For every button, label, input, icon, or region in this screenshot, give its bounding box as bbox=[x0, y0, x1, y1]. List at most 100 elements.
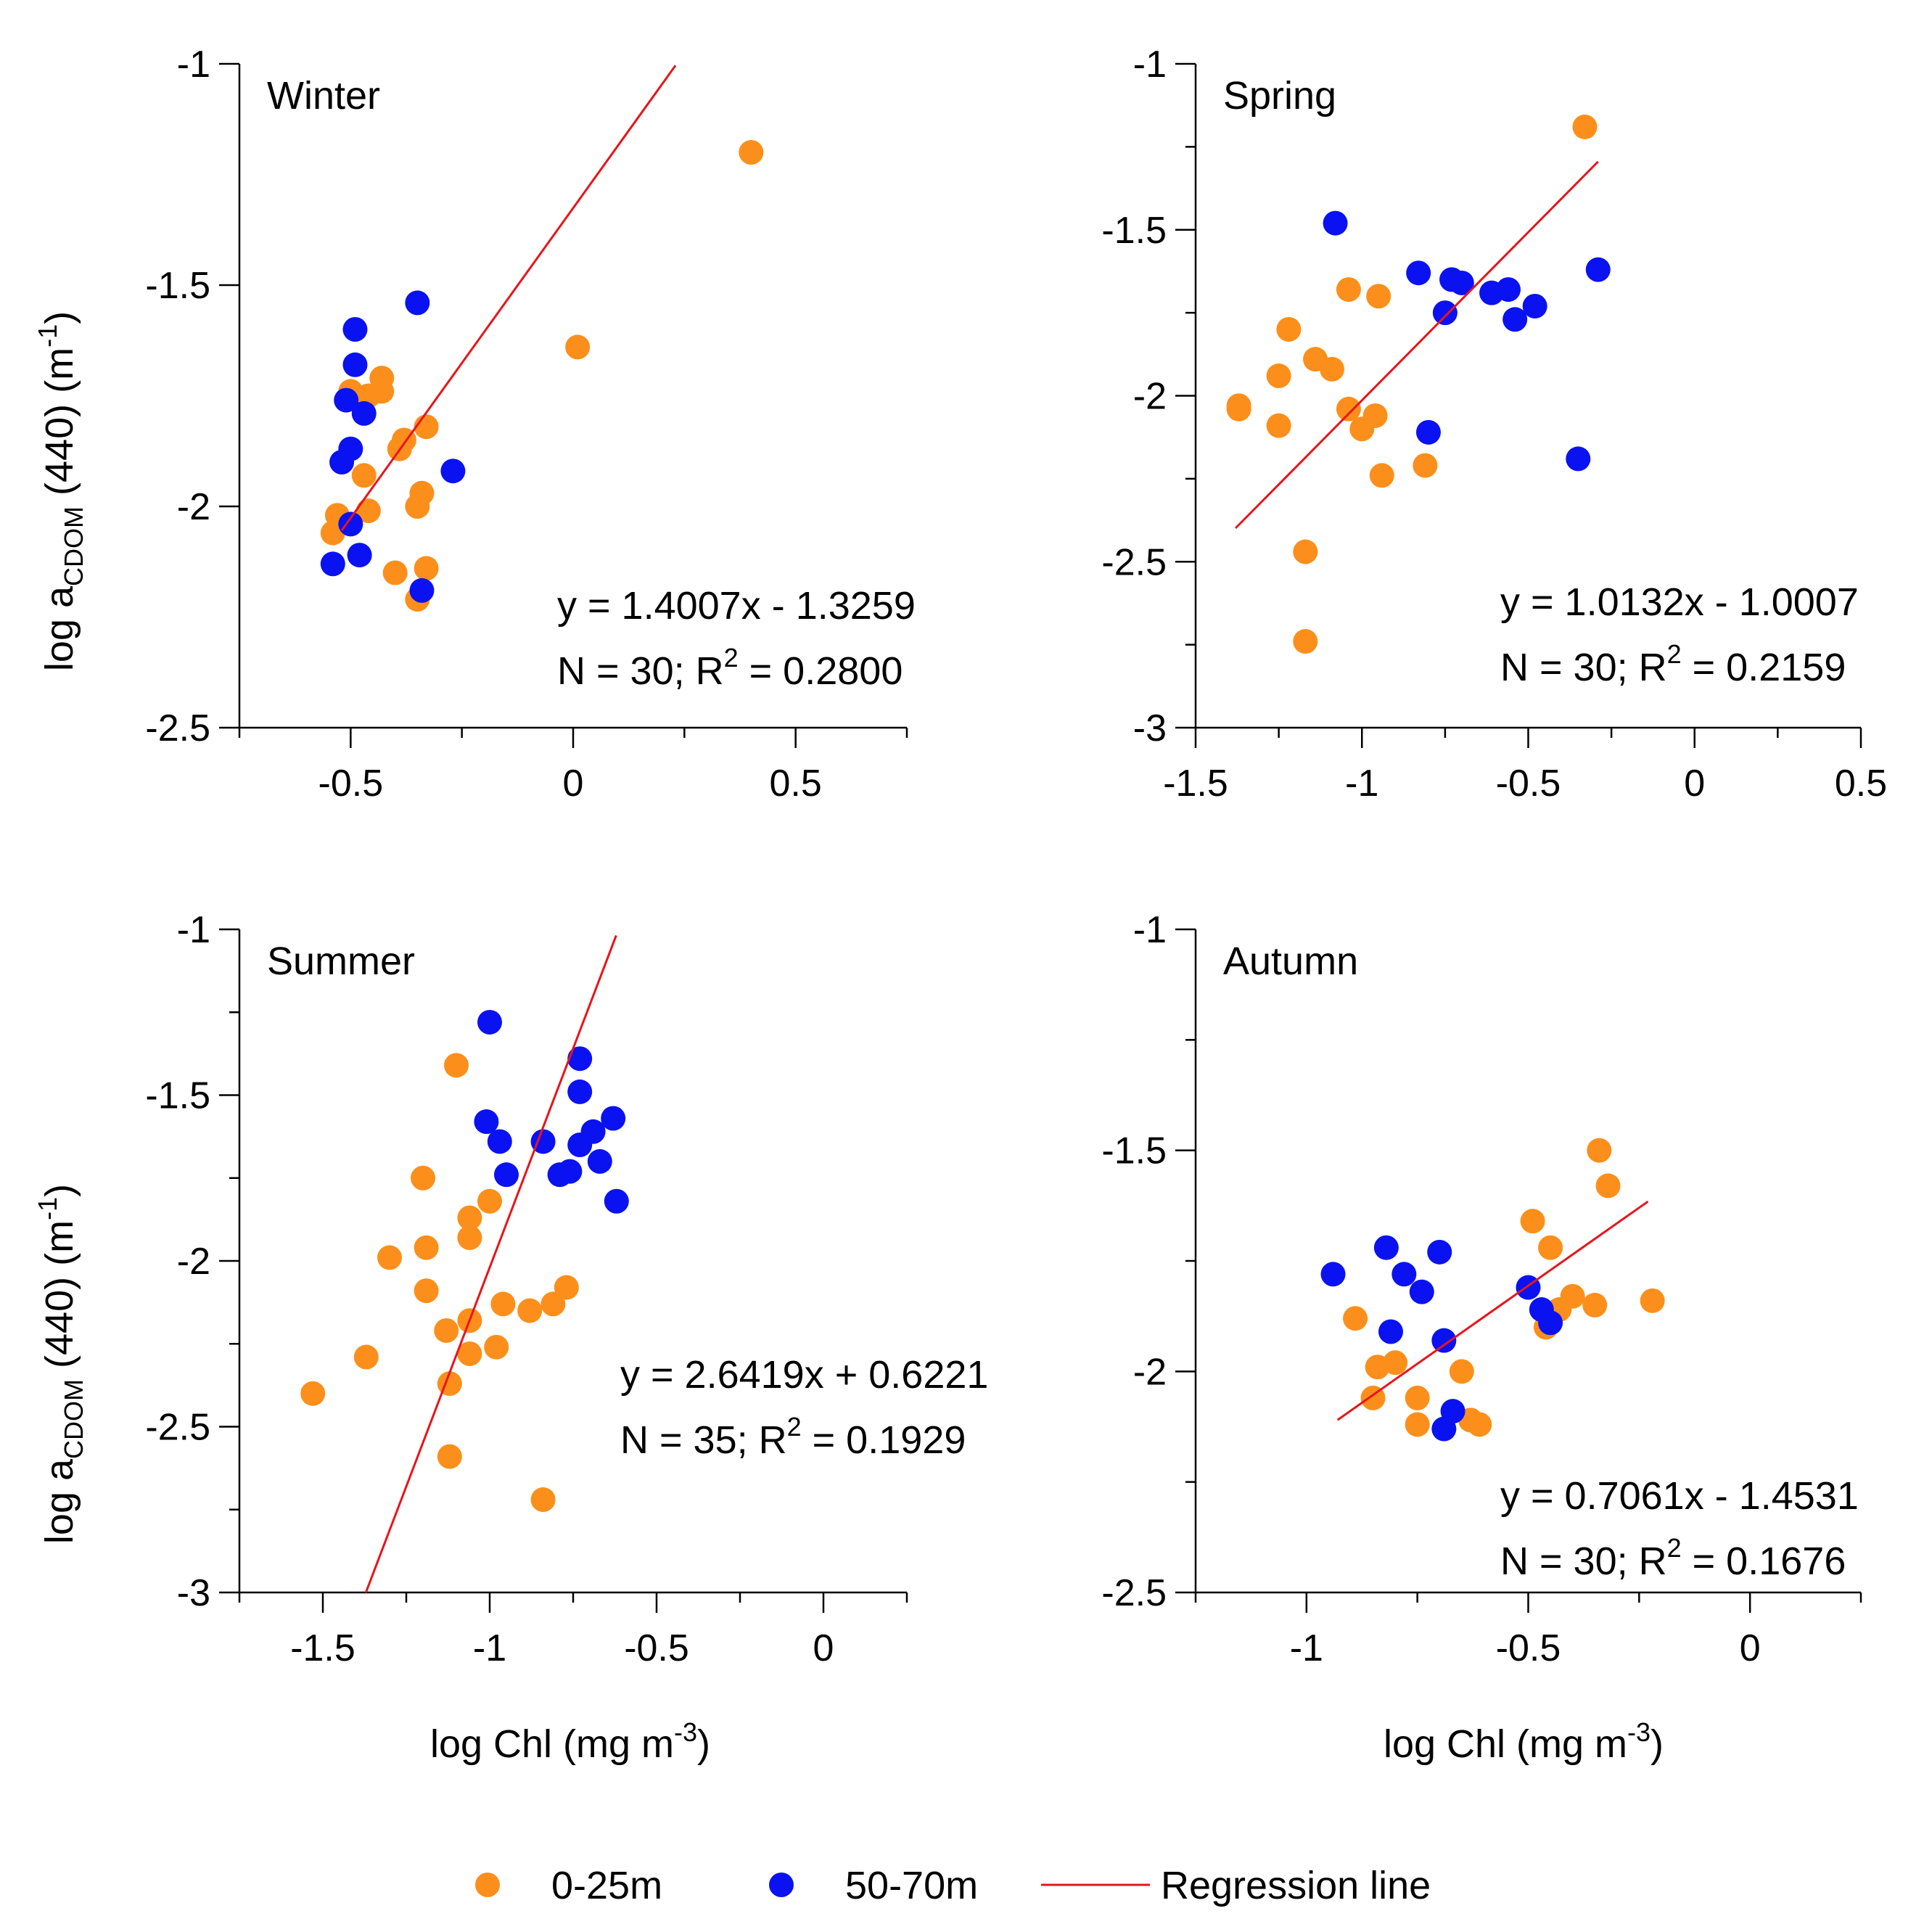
point-50-70m bbox=[329, 450, 355, 474]
x-label-close: ) bbox=[697, 1722, 710, 1766]
y-label-superscript: -1 bbox=[33, 324, 62, 348]
point-0-25m bbox=[1572, 114, 1598, 139]
point-50-70m bbox=[338, 511, 363, 537]
point-0-25m bbox=[1595, 1173, 1621, 1199]
x-axis-label-right: log Chl (mg m-3) bbox=[1384, 1717, 1664, 1766]
y-tick-label: -2.5 bbox=[145, 1407, 210, 1449]
regression-equation: y = 1.0132x - 1.0007 bbox=[1500, 580, 1859, 624]
x-tick-label: 0.5 bbox=[1835, 762, 1887, 805]
point-50-70m bbox=[1391, 1262, 1417, 1287]
legend-deep-label: 50-70m bbox=[845, 1864, 978, 1907]
point-50-70m bbox=[580, 1119, 606, 1144]
point-50-70m bbox=[334, 387, 359, 413]
regression-stats: N = 30; R2 = 0.1676 bbox=[1500, 1533, 1846, 1583]
legend: 0-25m 50-70m Regression line bbox=[475, 1864, 1431, 1907]
point-0-25m bbox=[1467, 1412, 1492, 1437]
x-label-prefix: log Chl (mg m bbox=[1384, 1722, 1627, 1766]
point-50-70m bbox=[601, 1106, 626, 1131]
point-0-25m bbox=[437, 1444, 462, 1469]
regression-line bbox=[364, 934, 617, 1593]
y-label-subscript: CDOM bbox=[59, 1379, 89, 1459]
point-0-25m bbox=[414, 1235, 439, 1260]
x-label-superscript: -3 bbox=[1627, 1717, 1650, 1747]
y-tick-label: -2 bbox=[177, 486, 210, 528]
point-50-70m bbox=[557, 1159, 583, 1184]
point-0-25m bbox=[1449, 1359, 1474, 1384]
y-label-suffix: (440) (m bbox=[38, 348, 81, 506]
point-0-25m bbox=[377, 1245, 402, 1270]
point-50-70m bbox=[1432, 300, 1458, 326]
point-0-25m bbox=[1538, 1235, 1563, 1260]
x-tick-label: 0 bbox=[1684, 762, 1705, 805]
panels: -1 -1.5 -2 -2.5 -0.5 0 0.5 Winter y = 1.4007x - … bbox=[145, 44, 1887, 1669]
point-0-25m bbox=[739, 140, 764, 165]
regression-line bbox=[1336, 1200, 1649, 1421]
regression-stats: N = 35; R2 = 0.1929 bbox=[620, 1412, 966, 1462]
stats-r2-superscript: 2 bbox=[1667, 1533, 1682, 1563]
panel-title: Summer bbox=[267, 940, 415, 983]
stats-n: N = 35; R bbox=[620, 1418, 787, 1462]
point-50-70m bbox=[351, 400, 377, 426]
x-tick-label: -0.5 bbox=[624, 1627, 689, 1669]
point-0-25m bbox=[1405, 1412, 1430, 1437]
point-50-70m bbox=[1585, 257, 1611, 282]
x-label-superscript: -3 bbox=[674, 1717, 697, 1747]
panel-title: Winter bbox=[267, 74, 380, 118]
point-0-25m bbox=[434, 1318, 459, 1343]
point-50-70m bbox=[1522, 293, 1547, 318]
legend-deep-marker bbox=[769, 1873, 794, 1897]
x-tick-label: 0.5 bbox=[770, 762, 822, 805]
legend-shallow-marker bbox=[475, 1873, 500, 1897]
point-0-25m bbox=[1405, 1385, 1430, 1410]
x-tick-label: 0 bbox=[813, 1627, 834, 1669]
point-0-25m bbox=[1266, 413, 1291, 438]
point-50-70m bbox=[1409, 1279, 1434, 1304]
y-axis-label-top: log aCDOM (440) (m-1) bbox=[33, 311, 89, 671]
stats-r2-superscript: 2 bbox=[1667, 639, 1682, 669]
point-0-25m bbox=[490, 1291, 516, 1317]
point-0-25m bbox=[565, 334, 591, 360]
point-50-70m bbox=[1320, 1262, 1346, 1287]
y-tick-label: -1 bbox=[1133, 44, 1167, 86]
x-tick-label: 0 bbox=[1740, 1627, 1761, 1669]
point-0-25m bbox=[1383, 1350, 1408, 1376]
y-tick-label: -1.5 bbox=[1101, 210, 1167, 252]
point-0-25m bbox=[484, 1334, 509, 1360]
point-50-70m bbox=[604, 1188, 629, 1214]
stats-r2-superscript: 2 bbox=[724, 643, 739, 673]
point-50-70m bbox=[1373, 1235, 1399, 1260]
regression-equation: y = 0.7061x - 1.4531 bbox=[1500, 1474, 1859, 1518]
point-50-70m bbox=[1449, 270, 1474, 295]
point-50-70m bbox=[477, 1009, 502, 1035]
point-0-25m bbox=[1293, 629, 1318, 654]
point-0-25m bbox=[554, 1275, 579, 1300]
point-0-25m bbox=[1319, 356, 1344, 382]
regression-line bbox=[1234, 160, 1599, 530]
y-label-subscript: CDOM bbox=[59, 506, 89, 586]
point-0-25m bbox=[1266, 363, 1291, 389]
point-50-70m bbox=[487, 1129, 512, 1154]
y-label-close: ) bbox=[38, 1184, 81, 1197]
y-label-superscript: -1 bbox=[33, 1197, 62, 1220]
point-50-70m bbox=[347, 543, 372, 568]
point-0-25m bbox=[540, 1291, 566, 1317]
point-0-25m bbox=[1276, 317, 1302, 342]
point-0-25m bbox=[1336, 396, 1361, 422]
stats-n: N = 30; R bbox=[1500, 646, 1667, 689]
y-tick-label: -2 bbox=[1133, 1351, 1167, 1393]
panel-spring: -1 -1.5 -2 -2.5 -3 -1.5 -1 -0.5 0 0.5 Spring y = 1.… bbox=[1101, 44, 1887, 805]
y-tick-label: -1.5 bbox=[1101, 1130, 1167, 1172]
point-50-70m bbox=[494, 1162, 519, 1188]
x-tick-label: -1.5 bbox=[1163, 762, 1228, 805]
point-50-70m bbox=[1378, 1319, 1403, 1344]
legend-regression-label: Regression line bbox=[1161, 1864, 1431, 1907]
point-50-70m bbox=[1495, 277, 1521, 303]
stats-n: N = 30; R bbox=[1500, 1540, 1667, 1583]
x-tick-label: -0.5 bbox=[1496, 762, 1561, 805]
point-50-70m bbox=[1538, 1310, 1563, 1336]
y-tick-label: -2.5 bbox=[1101, 541, 1167, 583]
point-0-25m bbox=[1369, 463, 1394, 488]
point-50-70m bbox=[474, 1109, 499, 1135]
point-0-25m bbox=[517, 1298, 543, 1323]
regression-line bbox=[340, 65, 677, 531]
